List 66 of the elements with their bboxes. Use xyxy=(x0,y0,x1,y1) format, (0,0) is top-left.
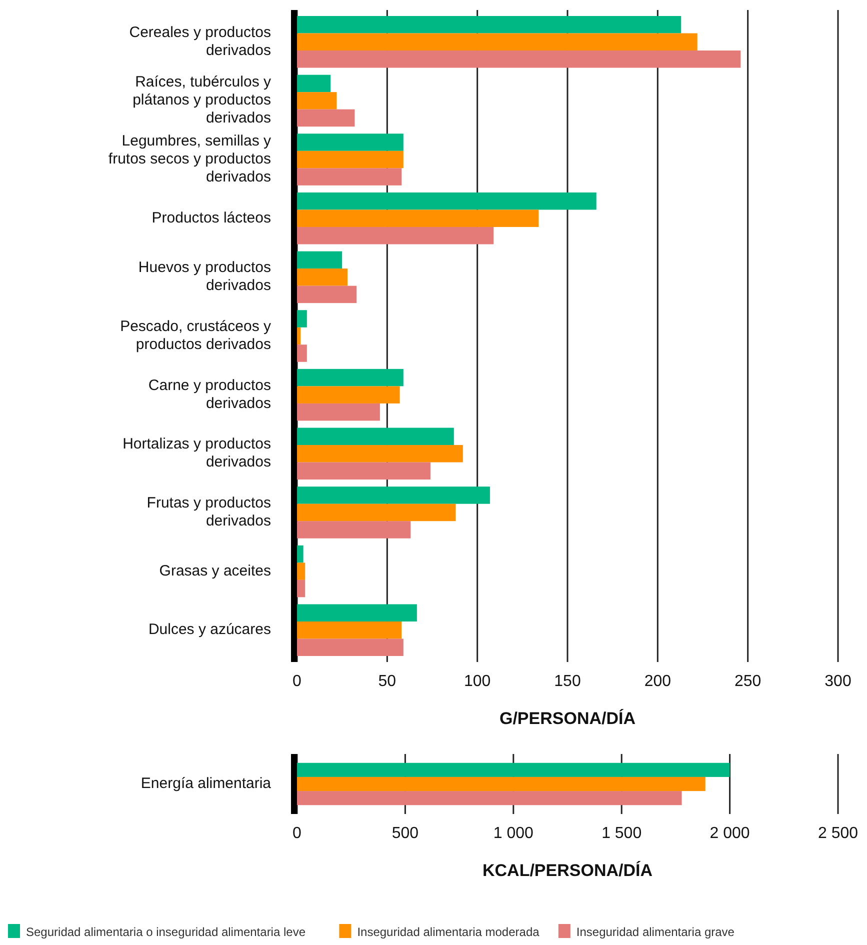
x-tick-label: 100 xyxy=(464,673,491,690)
y-tick-label: Productos lácteos xyxy=(152,209,271,226)
bar xyxy=(297,428,454,446)
bar xyxy=(297,286,357,304)
bar xyxy=(297,504,456,522)
x-tick-label: 0 xyxy=(292,673,302,690)
y-tick-label: Carne y productos derivados xyxy=(148,376,271,412)
x-tick-label: 1 000 xyxy=(493,825,534,842)
y-tick-label: Legumbres, semillas y frutos secos y productos derivados xyxy=(108,132,272,186)
bar xyxy=(297,344,307,362)
y-tick-label: Huevos y productos derivados xyxy=(138,259,271,294)
bar xyxy=(297,562,306,580)
bar xyxy=(297,327,301,345)
legend-label: Inseguridad alimentaria moderada xyxy=(357,925,540,939)
x-axis-title: G/PERSONA/DÍA xyxy=(499,708,636,728)
bar xyxy=(297,168,402,186)
bar xyxy=(297,762,730,777)
bar xyxy=(297,33,698,51)
bar xyxy=(297,445,463,462)
bar xyxy=(297,192,596,210)
x-axis-title: KCAL/PERSONA/DÍA xyxy=(482,860,653,880)
bar xyxy=(297,368,404,386)
bar xyxy=(297,386,400,404)
bar xyxy=(297,403,380,421)
x-tick-label: 50 xyxy=(378,673,396,690)
x-tick-label: 300 xyxy=(824,673,852,690)
bar xyxy=(297,16,682,34)
y-tick-label: Dulces y azúcares xyxy=(148,621,271,638)
bar xyxy=(297,226,494,244)
x-tick-label: 250 xyxy=(734,673,762,690)
y-tick-label: Grasas y aceites xyxy=(159,562,271,580)
bar xyxy=(297,791,682,806)
bar xyxy=(297,210,539,227)
bar xyxy=(297,310,307,328)
bar xyxy=(297,74,331,92)
bar xyxy=(297,545,304,563)
bar xyxy=(297,486,490,504)
bar xyxy=(297,109,355,127)
bar xyxy=(297,580,306,598)
x-tick-label: 1 500 xyxy=(602,825,642,842)
bar xyxy=(297,521,411,538)
y-tick-label: Pescado, crustáceos y productos derivados xyxy=(120,318,272,353)
x-tick-label: 0 xyxy=(292,825,302,842)
x-tick-label: 200 xyxy=(644,673,672,690)
bar xyxy=(297,638,404,656)
y-tick-label: Raíces, tubérculos y plátanos y productos derivados xyxy=(132,74,272,127)
x-tick-label: 150 xyxy=(554,673,581,690)
x-tick-label: 2 000 xyxy=(710,825,750,842)
x-tick-label: 500 xyxy=(392,825,419,842)
bar xyxy=(297,92,337,110)
y-tick-label: Cereales y productos derivados xyxy=(129,24,271,59)
bar xyxy=(297,621,402,639)
y-tick-label: Energía alimentaria xyxy=(140,774,272,792)
legend-label: Inseguridad alimentaria grave xyxy=(576,925,735,939)
bar xyxy=(297,462,430,480)
bar xyxy=(297,776,706,792)
bar xyxy=(297,150,404,168)
bar xyxy=(297,50,741,68)
x-tick-label: 2 500 xyxy=(818,825,858,842)
bar xyxy=(297,134,404,151)
y-tick-label: Hortalizas y productos derivados xyxy=(122,436,271,471)
y-tick-label: Frutas y productos derivados xyxy=(146,494,271,530)
bar xyxy=(297,268,348,286)
bar xyxy=(297,604,417,622)
bar xyxy=(297,251,342,269)
legend-label: Seguridad alimentaria o inseguridad alimentaria leve xyxy=(26,925,306,939)
